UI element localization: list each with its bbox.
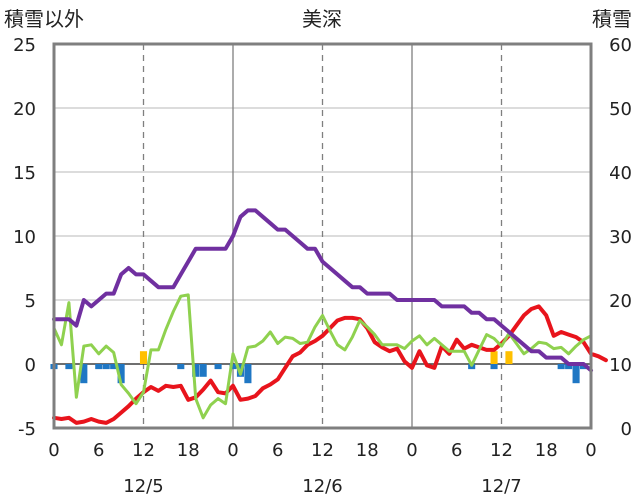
x-hour-tick-8: 0 — [406, 440, 417, 461]
y-left-tick-6: -5 — [18, 419, 36, 440]
series-line-2 — [52, 208, 593, 373]
x-hour-tick-5: 6 — [272, 440, 283, 461]
y-right-tick-4: 20 — [609, 291, 632, 312]
y-left-tick-0: 25 — [13, 35, 36, 56]
precip-bar-14 — [244, 364, 252, 384]
precip-bar-10 — [199, 364, 207, 377]
y-left-tick-3: 10 — [13, 227, 36, 248]
y-right-tick-3: 30 — [609, 227, 632, 248]
x-hour-tick-6: 12 — [311, 440, 334, 461]
y-right-tick-5: 10 — [609, 355, 632, 376]
x-hour-tick-12: 0 — [585, 440, 596, 461]
x-hour-tick-10: 12 — [490, 440, 513, 461]
x-hour-tick-7: 18 — [356, 440, 379, 461]
precip-bar-20 — [565, 364, 573, 370]
precip-bar-12 — [229, 364, 237, 370]
precip-bar-1 — [65, 364, 73, 370]
precip-bar-5 — [110, 364, 118, 370]
precip-bar-9 — [192, 364, 200, 377]
y-right-label: 積雪 — [592, 7, 632, 31]
x-hour-tick-9: 6 — [451, 440, 462, 461]
x-hour-tick-1: 6 — [93, 440, 104, 461]
x-date-label-2: 12/7 — [481, 476, 521, 497]
plot-frame — [52, 42, 593, 430]
x-hour-tick-0: 0 — [48, 440, 59, 461]
precip-bar-4 — [102, 364, 110, 370]
x-hour-tick-3: 18 — [177, 440, 200, 461]
precip-bar-11 — [214, 364, 222, 370]
y-right-tick-6: 0 — [621, 419, 632, 440]
y-left-tick-1: 20 — [13, 99, 36, 120]
precip-bar-16 — [490, 364, 498, 370]
precip-bar-3 — [95, 364, 103, 370]
y-left-tick-4: 5 — [25, 291, 36, 312]
precip-bar-8 — [177, 364, 185, 370]
precip-bar-19 — [557, 364, 565, 370]
precip-bar-18 — [505, 351, 513, 364]
y-left-tick-2: 15 — [13, 163, 36, 184]
precip-bar-17 — [490, 351, 498, 364]
precip-bar-7 — [139, 351, 148, 364]
y-left-tick-5: 0 — [25, 355, 36, 376]
x-hour-tick-4: 0 — [227, 440, 238, 461]
x-date-label-0: 12/5 — [123, 476, 163, 497]
x-hour-tick-2: 12 — [132, 440, 155, 461]
y-right-tick-2: 40 — [609, 163, 632, 184]
chart-title: 美深 — [302, 7, 342, 31]
precip-bar-21 — [572, 364, 580, 384]
y-left-label: 積雪以外 — [4, 7, 84, 31]
y-right-tick-0: 60 — [609, 35, 632, 56]
y-right-tick-1: 50 — [609, 99, 632, 120]
precip-bar-6 — [117, 364, 125, 384]
series-line-1 — [52, 293, 593, 420]
x-date-label-1: 12/6 — [302, 476, 342, 497]
precip-bar-2 — [80, 364, 88, 384]
x-hour-tick-11: 18 — [535, 440, 558, 461]
